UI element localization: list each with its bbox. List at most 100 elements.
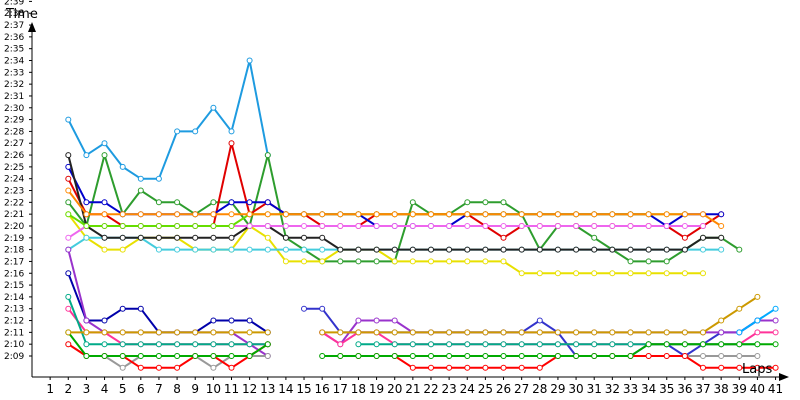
data-point	[137, 223, 144, 229]
x-tick-label: 33	[623, 382, 638, 396]
data-point	[736, 364, 743, 371]
data-point	[482, 341, 489, 348]
data-point	[101, 152, 108, 159]
data-point	[83, 199, 90, 206]
data-point	[228, 341, 235, 348]
data-point	[101, 199, 108, 206]
data-point	[264, 341, 271, 348]
x-tick-label: 20	[387, 382, 402, 396]
data-point	[210, 234, 217, 241]
x-tick-label: 26	[496, 382, 511, 396]
data-point	[464, 329, 471, 336]
data-point	[428, 258, 434, 265]
data-point	[754, 341, 761, 348]
data-point	[536, 270, 543, 277]
x-tick-label: 7	[155, 382, 163, 396]
data-point	[228, 364, 235, 371]
data-point	[264, 223, 271, 229]
data-point	[391, 353, 398, 359]
data-point	[663, 270, 670, 277]
data-point	[482, 199, 489, 206]
data-point	[119, 364, 126, 371]
data-point	[228, 234, 235, 241]
data-point	[337, 341, 344, 348]
data-point	[319, 305, 326, 312]
data-point	[373, 258, 380, 265]
data-point	[573, 211, 580, 218]
x-tick-label: 34	[641, 382, 656, 396]
data-point	[137, 341, 144, 348]
x-tick-label: 9	[191, 382, 199, 396]
data-point	[155, 211, 162, 218]
data-point	[772, 341, 779, 348]
data-point	[681, 353, 688, 359]
data-point	[391, 223, 398, 229]
x-tick-label: 3	[83, 382, 91, 396]
data-point	[409, 258, 416, 265]
data-point	[518, 353, 525, 359]
y-tick-label: 2:13	[4, 305, 24, 315]
data-point	[554, 329, 561, 336]
data-point	[83, 341, 90, 348]
data-point	[754, 353, 761, 359]
data-point	[65, 305, 72, 312]
data-point	[228, 329, 235, 336]
data-point	[536, 211, 543, 218]
data-point	[681, 329, 688, 336]
data-point	[500, 258, 507, 265]
data-point	[591, 353, 598, 359]
data-point	[83, 317, 90, 324]
data-point	[210, 246, 217, 253]
series-line	[67, 189, 722, 227]
data-point	[101, 353, 108, 359]
data-point	[645, 258, 652, 265]
data-point	[681, 270, 688, 277]
data-point	[83, 211, 90, 218]
series-line	[67, 225, 703, 239]
data-point	[482, 353, 489, 359]
data-point	[736, 246, 743, 253]
x-tick-label: 6	[137, 382, 145, 396]
data-point	[754, 364, 761, 371]
data-point	[627, 341, 634, 348]
data-point	[119, 246, 126, 253]
data-point	[645, 270, 652, 277]
data-point	[137, 364, 144, 371]
data-point	[155, 223, 162, 229]
data-point	[591, 246, 598, 253]
y-tick-label: 2:19	[4, 234, 24, 244]
data-point	[137, 175, 144, 182]
data-point	[536, 223, 543, 229]
data-point	[210, 364, 217, 371]
data-point	[627, 246, 634, 253]
series-0	[65, 57, 271, 182]
data-point	[119, 223, 126, 229]
series-line	[67, 154, 740, 263]
data-point	[446, 341, 453, 348]
data-point	[246, 353, 253, 359]
series-line	[67, 59, 269, 180]
data-point	[83, 234, 90, 241]
data-point	[482, 211, 489, 218]
data-point	[228, 353, 235, 359]
data-point	[83, 223, 90, 229]
data-point	[355, 329, 362, 336]
series-4	[65, 211, 706, 277]
data-point	[446, 246, 453, 253]
data-point	[319, 211, 326, 218]
data-point	[482, 246, 489, 253]
data-point	[718, 341, 725, 348]
data-point	[228, 211, 235, 218]
x-tick-label: 16	[315, 382, 330, 396]
data-point	[500, 341, 507, 348]
data-point	[627, 258, 634, 265]
x-tick-label: 10	[206, 382, 221, 396]
data-point	[210, 199, 217, 206]
series-line	[67, 308, 268, 346]
data-point	[681, 223, 688, 229]
data-point	[663, 211, 670, 218]
data-point	[101, 234, 108, 241]
y-tick-label: 2:39	[4, 0, 24, 7]
data-point	[518, 341, 525, 348]
x-tick-label: 24	[460, 382, 475, 396]
